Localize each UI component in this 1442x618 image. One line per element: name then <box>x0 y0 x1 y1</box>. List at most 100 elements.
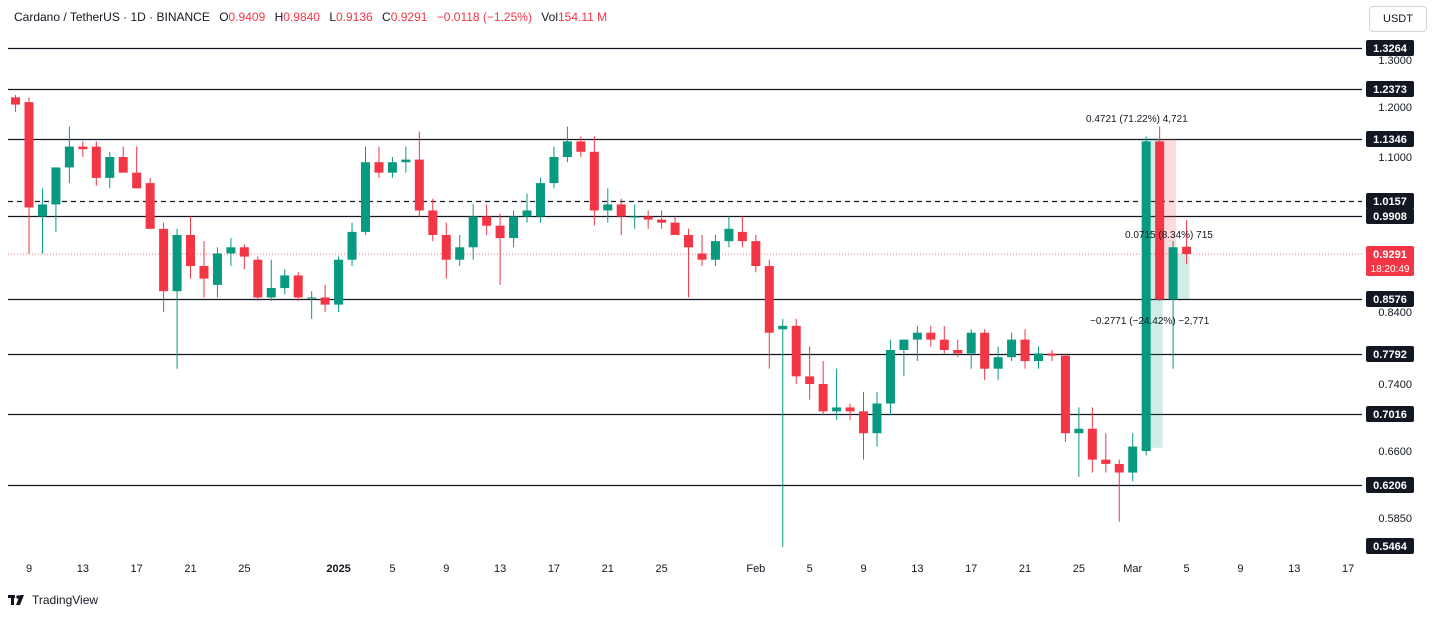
open-label: O <box>219 10 229 24</box>
measure-label: 0.0715 (8.34%) 715 <box>1125 230 1213 241</box>
level-tag <box>1366 291 1414 307</box>
candle-body <box>805 376 815 384</box>
candle-body <box>684 234 694 248</box>
candle-body <box>1155 141 1165 300</box>
y-tick-label: 1.2000 <box>1378 102 1412 114</box>
x-tick-label: 25 <box>1073 563 1085 575</box>
volume-value: 154.11 M <box>557 10 608 24</box>
current-price-tag <box>1366 246 1414 276</box>
candle-body <box>1141 141 1151 451</box>
tradingview-brand[interactable]: TradingView <box>8 593 98 607</box>
candle-body <box>64 146 74 168</box>
candle-body <box>239 247 249 257</box>
candle-body <box>1020 339 1030 362</box>
x-tick-label: 25 <box>655 563 667 575</box>
candle-body <box>710 241 720 260</box>
candle-body <box>1128 446 1138 473</box>
candle-body <box>1007 339 1017 358</box>
level-tag <box>1366 208 1414 224</box>
x-tick-label: 17 <box>548 563 560 575</box>
candle-body <box>441 234 451 260</box>
candle-body <box>468 216 478 248</box>
y-tick-label: 0.5850 <box>1378 513 1412 525</box>
candle-body <box>697 253 707 260</box>
current-price-label: 0.9291 <box>1373 249 1407 261</box>
candle-body <box>589 151 599 211</box>
candle-body <box>993 357 1003 369</box>
level-tag-label: 1.3264 <box>1373 43 1408 55</box>
candle-body <box>78 146 88 150</box>
x-tick-label: 5 <box>1183 563 1189 575</box>
candle-body <box>253 259 263 298</box>
candle-body <box>764 266 774 333</box>
x-tick-label: 21 <box>1019 563 1031 575</box>
candle-body <box>414 159 424 211</box>
candle-body <box>266 288 276 298</box>
candle-body <box>186 234 196 267</box>
candle-body <box>562 141 572 157</box>
candle-body <box>24 102 34 208</box>
countdown-label: 18:20:49 <box>1371 264 1410 275</box>
candle-body <box>616 204 626 217</box>
candle-body <box>791 325 801 377</box>
x-tick-label: 9 <box>26 563 32 575</box>
x-tick-label: 9 <box>1237 563 1243 575</box>
candle-body <box>361 162 370 232</box>
x-tick-label: 5 <box>389 563 395 575</box>
level-tag <box>1366 346 1414 362</box>
low-value: 0.9136 <box>336 10 373 24</box>
candle-body <box>1087 428 1097 460</box>
y-tick-label: 1.1000 <box>1378 152 1412 164</box>
high-value: 0.9840 <box>283 10 320 24</box>
candle-body <box>980 332 990 369</box>
candle-body <box>643 216 653 220</box>
candle-body <box>1114 463 1124 473</box>
candle-body <box>145 183 155 229</box>
level-tag-label: 0.8576 <box>1373 294 1407 306</box>
candle-body <box>347 231 357 260</box>
level-tag-label: 1.0157 <box>1373 196 1407 208</box>
level-tag <box>1366 131 1414 147</box>
x-tick-label: 17 <box>965 563 977 575</box>
candle-body <box>37 204 47 217</box>
symbol-title[interactable]: Cardano / TetherUS · 1D · BINANCE <box>14 10 210 24</box>
candle-body <box>334 259 344 305</box>
candle-body <box>1074 428 1084 434</box>
x-tick-label: 17 <box>131 563 143 575</box>
symbol-header: Cardano / TetherUS · 1D · BINANCE O0.940… <box>14 10 607 24</box>
level-tag-label: 0.5464 <box>1373 541 1408 553</box>
candle-body <box>320 297 330 305</box>
candle-body <box>159 228 169 292</box>
level-tag-label: 0.7016 <box>1373 409 1407 421</box>
candle-body <box>172 234 182 292</box>
candle-body <box>859 411 869 434</box>
candle-body <box>428 210 438 235</box>
candle-body <box>212 253 222 285</box>
candle-body <box>1101 459 1111 464</box>
high-label: H <box>274 10 284 24</box>
candle-body <box>1168 247 1178 300</box>
low-label: L <box>329 10 336 24</box>
y-tick-label: 0.7400 <box>1378 379 1412 391</box>
y-tick-label: 0.6600 <box>1378 446 1412 458</box>
candle-body <box>953 349 963 354</box>
candle-body <box>1047 353 1057 356</box>
candle-body <box>105 157 115 178</box>
candle-body <box>199 266 209 279</box>
candle-body <box>293 275 303 298</box>
candle-body <box>630 216 640 218</box>
change-value: −0.0118 (−1.25%) <box>436 10 532 24</box>
candle-body <box>509 216 519 239</box>
candle-body <box>724 228 734 242</box>
candle-body <box>118 157 128 173</box>
y-tick-label: 0.8400 <box>1378 307 1412 319</box>
candle-body <box>307 297 317 299</box>
candle-body <box>939 339 949 350</box>
x-tick-label: 21 <box>184 563 196 575</box>
candle-body <box>778 325 788 330</box>
candle-body <box>91 146 101 178</box>
candle-body <box>657 219 667 223</box>
currency-button[interactable]: USDT <box>1369 6 1427 32</box>
candle-body <box>737 231 747 242</box>
